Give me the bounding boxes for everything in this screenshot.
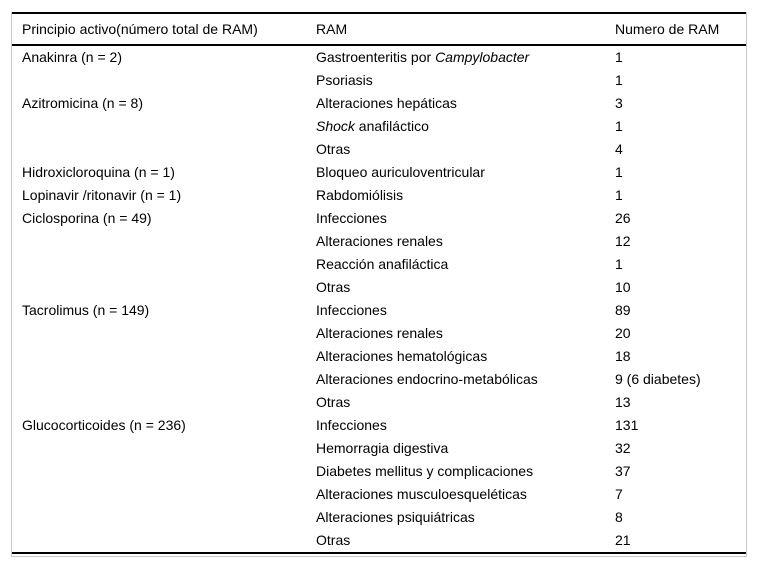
cell-numero-ram: 21 — [615, 532, 631, 548]
table-row: Otras 21 — [12, 529, 746, 552]
cell-ram: Infecciones — [316, 417, 387, 433]
cell-principio-activo: Ciclosporina (n = 49) — [22, 210, 152, 226]
cell-ram: Otras — [316, 532, 351, 548]
cell-numero-ram: 18 — [615, 348, 631, 364]
table-row: Alteraciones hematológicas 18 — [12, 345, 746, 368]
cell-ram: Otras — [316, 279, 351, 295]
cell-ram: Psoriasis — [316, 72, 373, 88]
table-row: Alteraciones musculoesqueléticas 7 — [12, 483, 746, 506]
table-row: Shock anafiláctico 1 — [12, 115, 746, 138]
cell-ram: Infecciones — [316, 302, 387, 318]
table-row: Otras 13 — [12, 391, 746, 414]
cell-numero-ram: 20 — [615, 325, 631, 341]
cell-ram: Shock anafiláctico — [316, 118, 429, 134]
cell-numero-ram: 10 — [615, 279, 631, 295]
cell-numero-ram: 1 — [615, 49, 623, 65]
cell-numero-ram: 7 — [615, 486, 623, 502]
table-top-rule — [12, 12, 746, 14]
header-separator-rule — [12, 44, 746, 46]
cell-numero-ram: 1 — [615, 187, 623, 203]
cell-numero-ram: 26 — [615, 210, 631, 226]
cell-ram: Gastroenteritis por Campylobacter — [316, 49, 530, 65]
cell-ram: Reacción anafiláctica — [316, 256, 449, 272]
cell-ram: Alteraciones endocrino-metabólicas — [316, 371, 538, 387]
table-row: Diabetes mellitus y complicaciones 37 — [12, 460, 746, 483]
cell-ram: Otras — [316, 141, 351, 157]
col-header-ram: RAM — [316, 20, 348, 37]
table-row: Glucocorticoides (n = 236) Infecciones 131 — [12, 414, 746, 437]
col-header-numero-de-ram: Numero de RAM — [615, 20, 720, 37]
table-row: Alteraciones psiquiátricas 8 — [12, 506, 746, 529]
table-row: Hemorragia digestiva 32 — [12, 437, 746, 460]
cell-numero-ram: 12 — [615, 233, 631, 249]
col-header-principio-activo: Principio activo(número total de RAM) — [22, 20, 258, 37]
cell-numero-ram: 1 — [615, 164, 623, 180]
cell-numero-ram: 13 — [615, 394, 631, 410]
table-row: Azitromicina (n = 8) Alteraciones hepátic… — [12, 92, 746, 115]
cell-numero-ram: 4 — [615, 141, 623, 157]
table-row: Alteraciones renales 12 — [12, 230, 746, 253]
table-row: Anakinra (n = 2) Gastroenteritis por Camp… — [12, 46, 746, 69]
cell-principio-activo: Tacrolimus (n = 149) — [22, 302, 150, 318]
cell-ram: Bloqueo auriculoventricular — [316, 164, 485, 180]
cell-numero-ram: 37 — [615, 463, 631, 479]
cell-numero-ram: 1 — [615, 72, 623, 88]
cell-numero-ram: 3 — [615, 95, 623, 111]
cell-ram: Hemorragia digestiva — [316, 440, 449, 456]
cell-numero-ram: 89 — [615, 302, 631, 318]
cell-principio-activo: Anakinra (n = 2) — [22, 49, 122, 65]
cell-ram: Rabdomiólisis — [316, 187, 404, 203]
cell-ram: Infecciones — [316, 210, 387, 226]
table-bottom-rule — [12, 552, 746, 554]
cell-numero-ram: 32 — [615, 440, 631, 456]
cell-ram: Alteraciones renales — [316, 325, 443, 341]
cell-ram: Otras — [316, 394, 351, 410]
table-row: Reacción anafiláctica 1 — [12, 253, 746, 276]
table-row: Otras 10 — [12, 276, 746, 299]
cell-principio-activo: Glucocorticoides (n = 236) — [22, 417, 186, 433]
cell-numero-ram: 1 — [615, 118, 623, 134]
table-row: Psoriasis 1 — [12, 69, 746, 92]
cell-numero-ram: 9 (6 diabetes) — [615, 371, 701, 387]
cell-ram: Alteraciones psiquiátricas — [316, 509, 475, 525]
table-header-row: Principio activo(número total de RAM) RA… — [12, 14, 746, 44]
cell-principio-activo: Hidroxicloroquina (n = 1) — [22, 164, 175, 180]
table-row: Ciclosporina (n = 49) Infecciones 26 — [12, 207, 746, 230]
cell-numero-ram: 131 — [615, 417, 639, 433]
table-row: Otras 4 — [12, 138, 746, 161]
cell-ram: Diabetes mellitus y complicaciones — [316, 463, 534, 479]
cell-principio-activo: Azitromicina (n = 8) — [22, 95, 143, 111]
table-row: Hidroxicloroquina (n = 1) Bloqueo auricul… — [12, 161, 746, 184]
cell-numero-ram: 1 — [615, 256, 623, 272]
cell-ram: Alteraciones musculoesqueléticas — [316, 486, 527, 502]
cell-ram: Alteraciones hepáticas — [316, 95, 457, 111]
cell-ram: Alteraciones renales — [316, 233, 443, 249]
table-row: Lopinavir /ritonavir (n = 1) Rabdomiólisi… — [12, 184, 746, 207]
ram-table: Principio activo(número total de RAM) RA… — [11, 12, 747, 557]
table-row: Alteraciones endocrino-metabólicas 9 (6 d… — [12, 368, 746, 391]
cell-principio-activo: Lopinavir /ritonavir (n = 1) — [22, 187, 182, 203]
table-row: Alteraciones renales 20 — [12, 322, 746, 345]
cell-ram: Alteraciones hematológicas — [316, 348, 488, 364]
table-body: Anakinra (n = 2) Gastroenteritis por Camp… — [12, 46, 746, 552]
cell-numero-ram: 8 — [615, 509, 623, 525]
table-row: Tacrolimus (n = 149) Infecciones 89 — [12, 299, 746, 322]
